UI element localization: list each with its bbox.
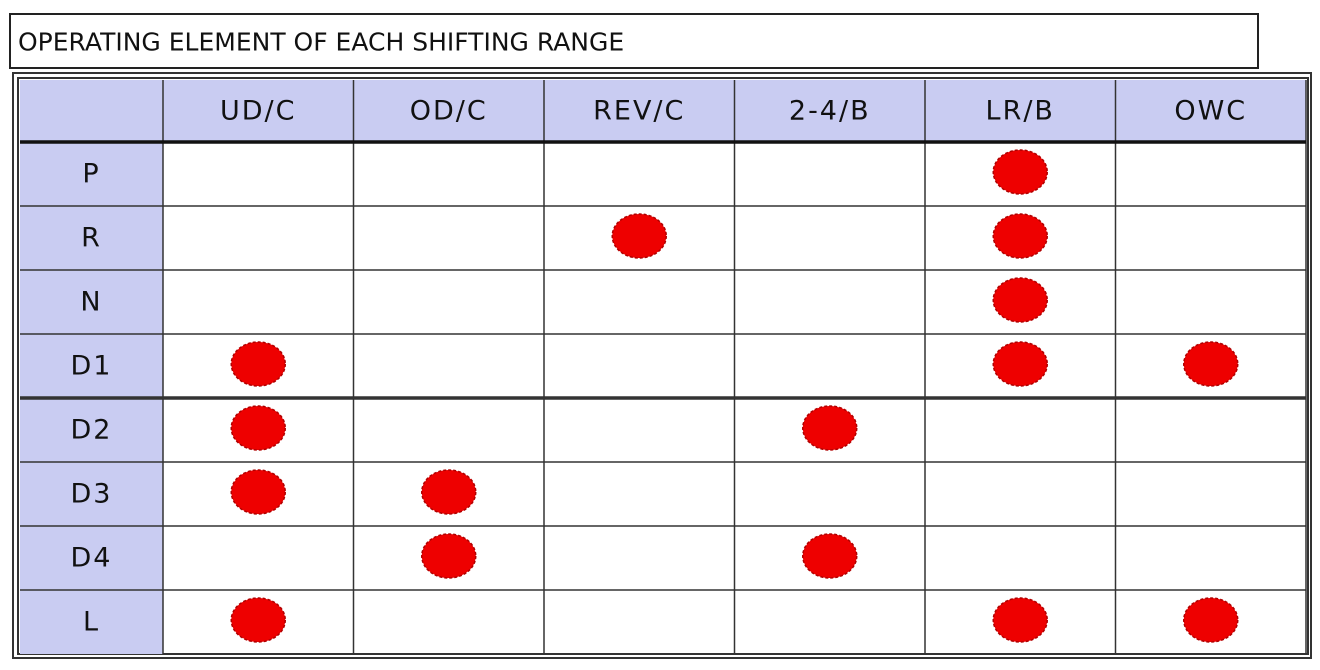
engaged-dot: [992, 597, 1048, 643]
row-label: P: [82, 159, 100, 190]
engaged-dot: [992, 341, 1048, 387]
column-header: UD/C: [220, 96, 297, 127]
row-label: D2: [71, 415, 113, 446]
engaged-dot: [992, 277, 1048, 323]
engaged-dot: [1183, 341, 1239, 387]
engaged-dot: [802, 405, 858, 451]
engaged-dot: [421, 533, 477, 579]
engaged-dot: [992, 213, 1048, 259]
row-label: D3: [71, 479, 113, 510]
title: OPERATING ELEMENT OF EACH SHIFTING RANGE: [18, 28, 624, 57]
column-header: REV/C: [593, 96, 685, 127]
row-label: L: [83, 607, 100, 638]
engaged-dot: [230, 341, 286, 387]
engaged-dot: [230, 597, 286, 643]
column-header: 2-4/B: [789, 96, 871, 127]
column-header: OWC: [1174, 96, 1247, 127]
header-fill: [20, 80, 1306, 142]
engaged-dot: [992, 149, 1048, 195]
engaged-dot: [230, 469, 286, 515]
row-label: N: [80, 287, 102, 318]
engaged-dot: [611, 213, 667, 259]
engaged-dot: [802, 533, 858, 579]
row-label: D4: [71, 543, 113, 574]
column-header: LR/B: [986, 96, 1055, 127]
engaged-dot: [1183, 597, 1239, 643]
title-box: [9, 13, 1259, 69]
row-label: R: [81, 223, 102, 254]
table-inner-frame: [17, 77, 1309, 655]
column-header: OD/C: [410, 96, 488, 127]
label-column-fill: [20, 80, 163, 654]
row-label: D1: [71, 351, 113, 382]
engaged-dot: [421, 469, 477, 515]
engaged-dot: [230, 405, 286, 451]
